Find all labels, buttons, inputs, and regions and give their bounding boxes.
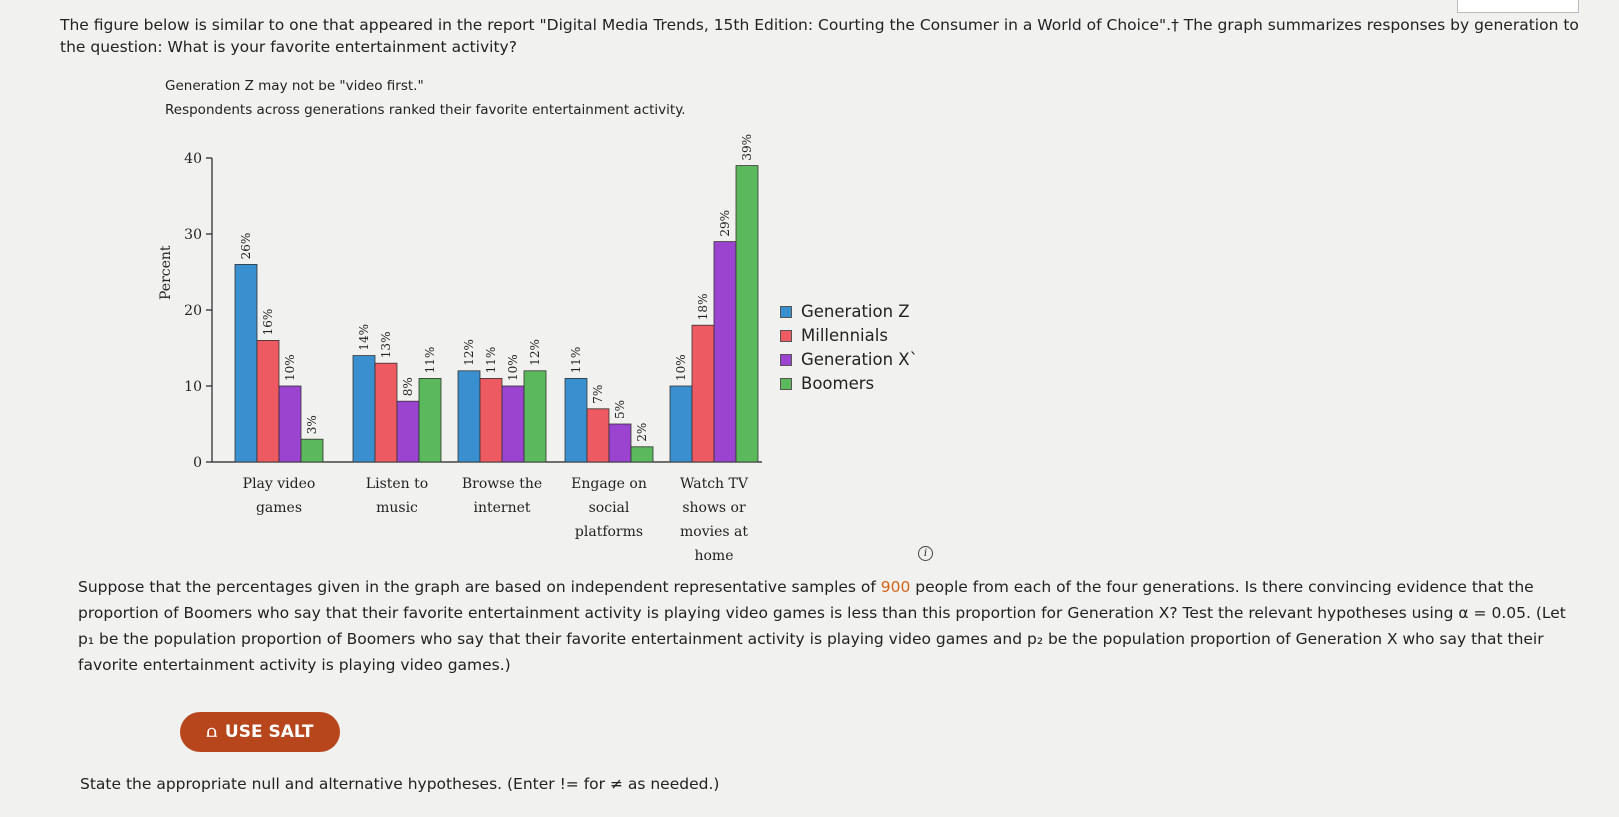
legend-item: Generation Z: [780, 300, 918, 324]
bar: [234, 263, 258, 463]
category-label: Browse the: [462, 476, 542, 492]
bar: [608, 423, 632, 463]
legend-item: Millennials: [780, 324, 918, 348]
bar: [396, 400, 420, 463]
category-label: games: [256, 500, 302, 516]
instruction-text: State the appropriate null and alternati…: [80, 775, 720, 793]
data-label: 11%: [484, 347, 498, 374]
data-label: 14%: [357, 324, 371, 351]
bar: [669, 385, 693, 463]
top-input-box: [1457, 0, 1579, 13]
data-label: 10%: [506, 354, 520, 381]
y-tick-label: 20: [184, 303, 202, 319]
bar: [352, 355, 376, 463]
data-label: 13%: [379, 332, 393, 359]
legend-swatch: [780, 378, 792, 390]
bar: [735, 165, 759, 463]
data-label: 12%: [462, 339, 476, 366]
bar: [256, 339, 280, 463]
data-label: 11%: [569, 347, 583, 374]
bar: [418, 377, 442, 463]
chart-legend: Generation Z Millennials Generation X` Boom…: [780, 300, 918, 396]
info-icon[interactable]: i: [918, 546, 933, 561]
data-label: 39%: [740, 134, 754, 161]
use-salt-button[interactable]: ⩍ USE SALT: [180, 712, 340, 752]
data-label: 8%: [401, 377, 415, 396]
bar: [457, 370, 481, 463]
y-tick-label: 30: [184, 227, 202, 243]
bar: [300, 438, 324, 463]
legend-label: Generation Z: [801, 302, 910, 321]
data-label: 5%: [613, 400, 627, 419]
bar: [523, 370, 547, 463]
bar: [278, 385, 302, 463]
legend-item: Generation X`: [780, 348, 918, 372]
category-label: shows or: [682, 500, 746, 516]
bar: [479, 377, 503, 463]
data-label: 10%: [283, 354, 297, 381]
data-label: 2%: [635, 423, 649, 442]
data-label: 3%: [305, 415, 319, 434]
category-label: platforms: [575, 524, 643, 540]
legend-label: Generation X`: [801, 350, 918, 369]
y-tick-label: 0: [193, 455, 202, 471]
legend-swatch: [780, 330, 792, 342]
legend-label: Millennials: [801, 326, 888, 345]
bar: [586, 408, 610, 463]
bar: [564, 377, 588, 463]
bar: [630, 446, 654, 463]
data-label: 10%: [674, 354, 688, 381]
category-label: Listen to: [366, 476, 428, 492]
legend-item: Boomers: [780, 372, 918, 396]
sample-size: 900: [880, 578, 911, 596]
data-label: 12%: [528, 339, 542, 366]
intro-text: The figure below is similar to one that …: [60, 16, 1579, 56]
data-label: 7%: [591, 385, 605, 404]
data-label: 11%: [423, 347, 437, 374]
category-label: social: [589, 500, 630, 516]
y-tick-label: 40: [184, 151, 202, 167]
question-text: Suppose that the percentages given in th…: [78, 578, 1566, 674]
legend-swatch: [780, 354, 792, 366]
bar: [374, 362, 398, 463]
category-label: Watch TV: [680, 476, 749, 492]
category-label: home: [694, 548, 733, 564]
use-salt-label: USE SALT: [224, 722, 314, 742]
bar: [713, 241, 737, 463]
legend-swatch: [780, 306, 792, 318]
category-label: internet: [473, 500, 530, 516]
category-label: Play video: [243, 476, 316, 492]
data-label: 29%: [718, 210, 732, 237]
bar: [691, 324, 715, 463]
data-label: 18%: [696, 294, 710, 321]
salt-icon: ⩍: [206, 722, 217, 741]
data-label: 16%: [261, 309, 275, 336]
category-label: movies at: [680, 524, 748, 540]
legend-label: Boomers: [801, 374, 875, 393]
data-label: 26%: [239, 233, 253, 260]
y-tick-label: 10: [184, 379, 202, 395]
chart-subtitle: Respondents across generations ranked th…: [165, 102, 686, 118]
chart-title: Generation Z may not be "video first.": [165, 78, 424, 94]
bar: [501, 385, 525, 463]
category-label: music: [376, 500, 418, 516]
category-label: Engage on: [571, 476, 647, 492]
